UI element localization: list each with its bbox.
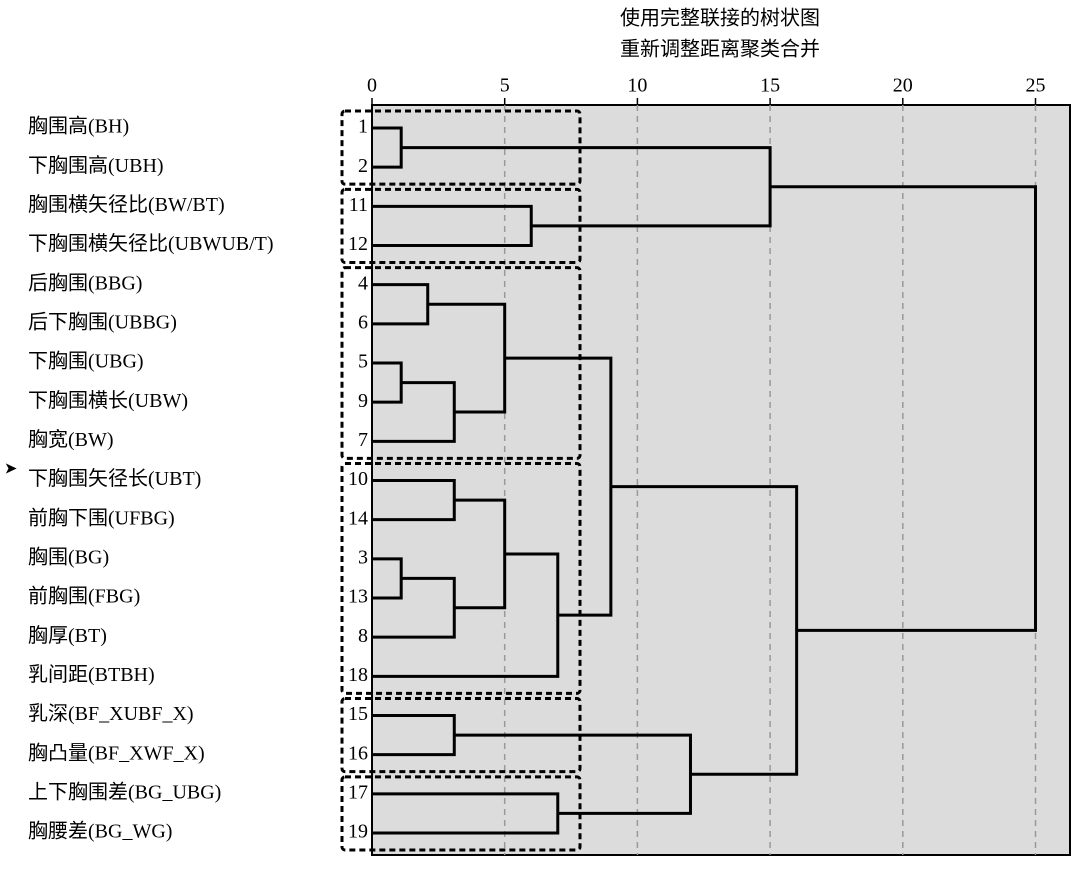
leaf-label: 下胸围横矢径比(UBWUB/T) bbox=[28, 232, 274, 255]
leaf-id: 10 bbox=[348, 468, 368, 490]
dendrogram-link bbox=[372, 792, 560, 835]
dendrogram-link bbox=[504, 356, 613, 617]
leaf-label: 前胸围(FBG) bbox=[28, 585, 140, 608]
marker-arrow: ➤ bbox=[4, 461, 17, 478]
leaf-label: 乳间距(BTBH) bbox=[28, 663, 155, 686]
leaf-id: 3 bbox=[358, 546, 368, 568]
leaf-id: 17 bbox=[348, 781, 368, 803]
dendrogram-link bbox=[372, 552, 560, 678]
leaf-id: 4 bbox=[358, 272, 368, 294]
leaf-label: 后下胸围(UBBG) bbox=[28, 310, 177, 333]
leaf-id: 5 bbox=[358, 351, 368, 373]
leaf-id: 11 bbox=[349, 194, 368, 216]
leaf-label: 前胸下围(UFBG) bbox=[28, 506, 175, 529]
leaf-label: 胸宽(BW) bbox=[28, 428, 114, 451]
x-tick-label: 10 bbox=[627, 75, 647, 97]
leaf-id: 1 bbox=[358, 116, 368, 138]
leaf-id: 14 bbox=[348, 507, 368, 529]
leaf-label: 上下胸围差(BG_UBG) bbox=[28, 780, 221, 803]
leaf-label: 下胸围(UBG) bbox=[28, 350, 144, 373]
leaf-label: 后胸围(BBG) bbox=[28, 271, 142, 294]
leaf-label: 胸围高(BH) bbox=[28, 115, 129, 138]
leaf-id: 18 bbox=[348, 664, 368, 686]
leaf-label: 胸厚(BT) bbox=[28, 624, 107, 647]
x-tick-label: 25 bbox=[1025, 75, 1045, 97]
leaf-id: 8 bbox=[358, 625, 368, 647]
x-tick-label: 5 bbox=[500, 75, 510, 97]
chart-title: 使用完整联接的树状图 bbox=[620, 7, 820, 30]
plot-area bbox=[371, 104, 1071, 856]
dendrogram-link bbox=[770, 185, 1037, 632]
group-box bbox=[340, 462, 582, 695]
group-box bbox=[340, 266, 582, 460]
leaf-id: 9 bbox=[358, 390, 368, 412]
leaf-label: 胸凸量(BF_XWF_X) bbox=[28, 741, 205, 764]
leaf-label: 胸围(BG) bbox=[28, 545, 109, 568]
leaf-id: 7 bbox=[358, 429, 368, 451]
chart-title: 重新调整距离聚类合并 bbox=[620, 38, 820, 61]
x-tick-label: 20 bbox=[893, 75, 913, 97]
x-tick-label: 0 bbox=[367, 75, 377, 97]
leaf-label: 下胸围矢径长(UBT) bbox=[28, 467, 201, 490]
leaf-label: 胸腰差(BG_WG) bbox=[28, 820, 172, 843]
leaf-id: 19 bbox=[348, 821, 368, 843]
leaf-id: 6 bbox=[358, 311, 368, 333]
leaf-label: 乳深(BF_XUBF_X) bbox=[28, 702, 194, 725]
leaf-id: 2 bbox=[358, 155, 368, 177]
leaf-label: 下胸围高(UBH) bbox=[28, 154, 164, 177]
leaf-label: 下胸围横长(UBW) bbox=[28, 389, 188, 412]
leaf-id: 16 bbox=[348, 742, 368, 764]
leaf-label: 胸围横矢径比(BW/BT) bbox=[28, 193, 225, 216]
leaf-id: 15 bbox=[348, 703, 368, 725]
leaf-id: 12 bbox=[348, 233, 368, 255]
leaf-id: 13 bbox=[348, 586, 368, 608]
x-tick-label: 15 bbox=[760, 75, 780, 97]
dendrogram-link bbox=[454, 733, 692, 815]
